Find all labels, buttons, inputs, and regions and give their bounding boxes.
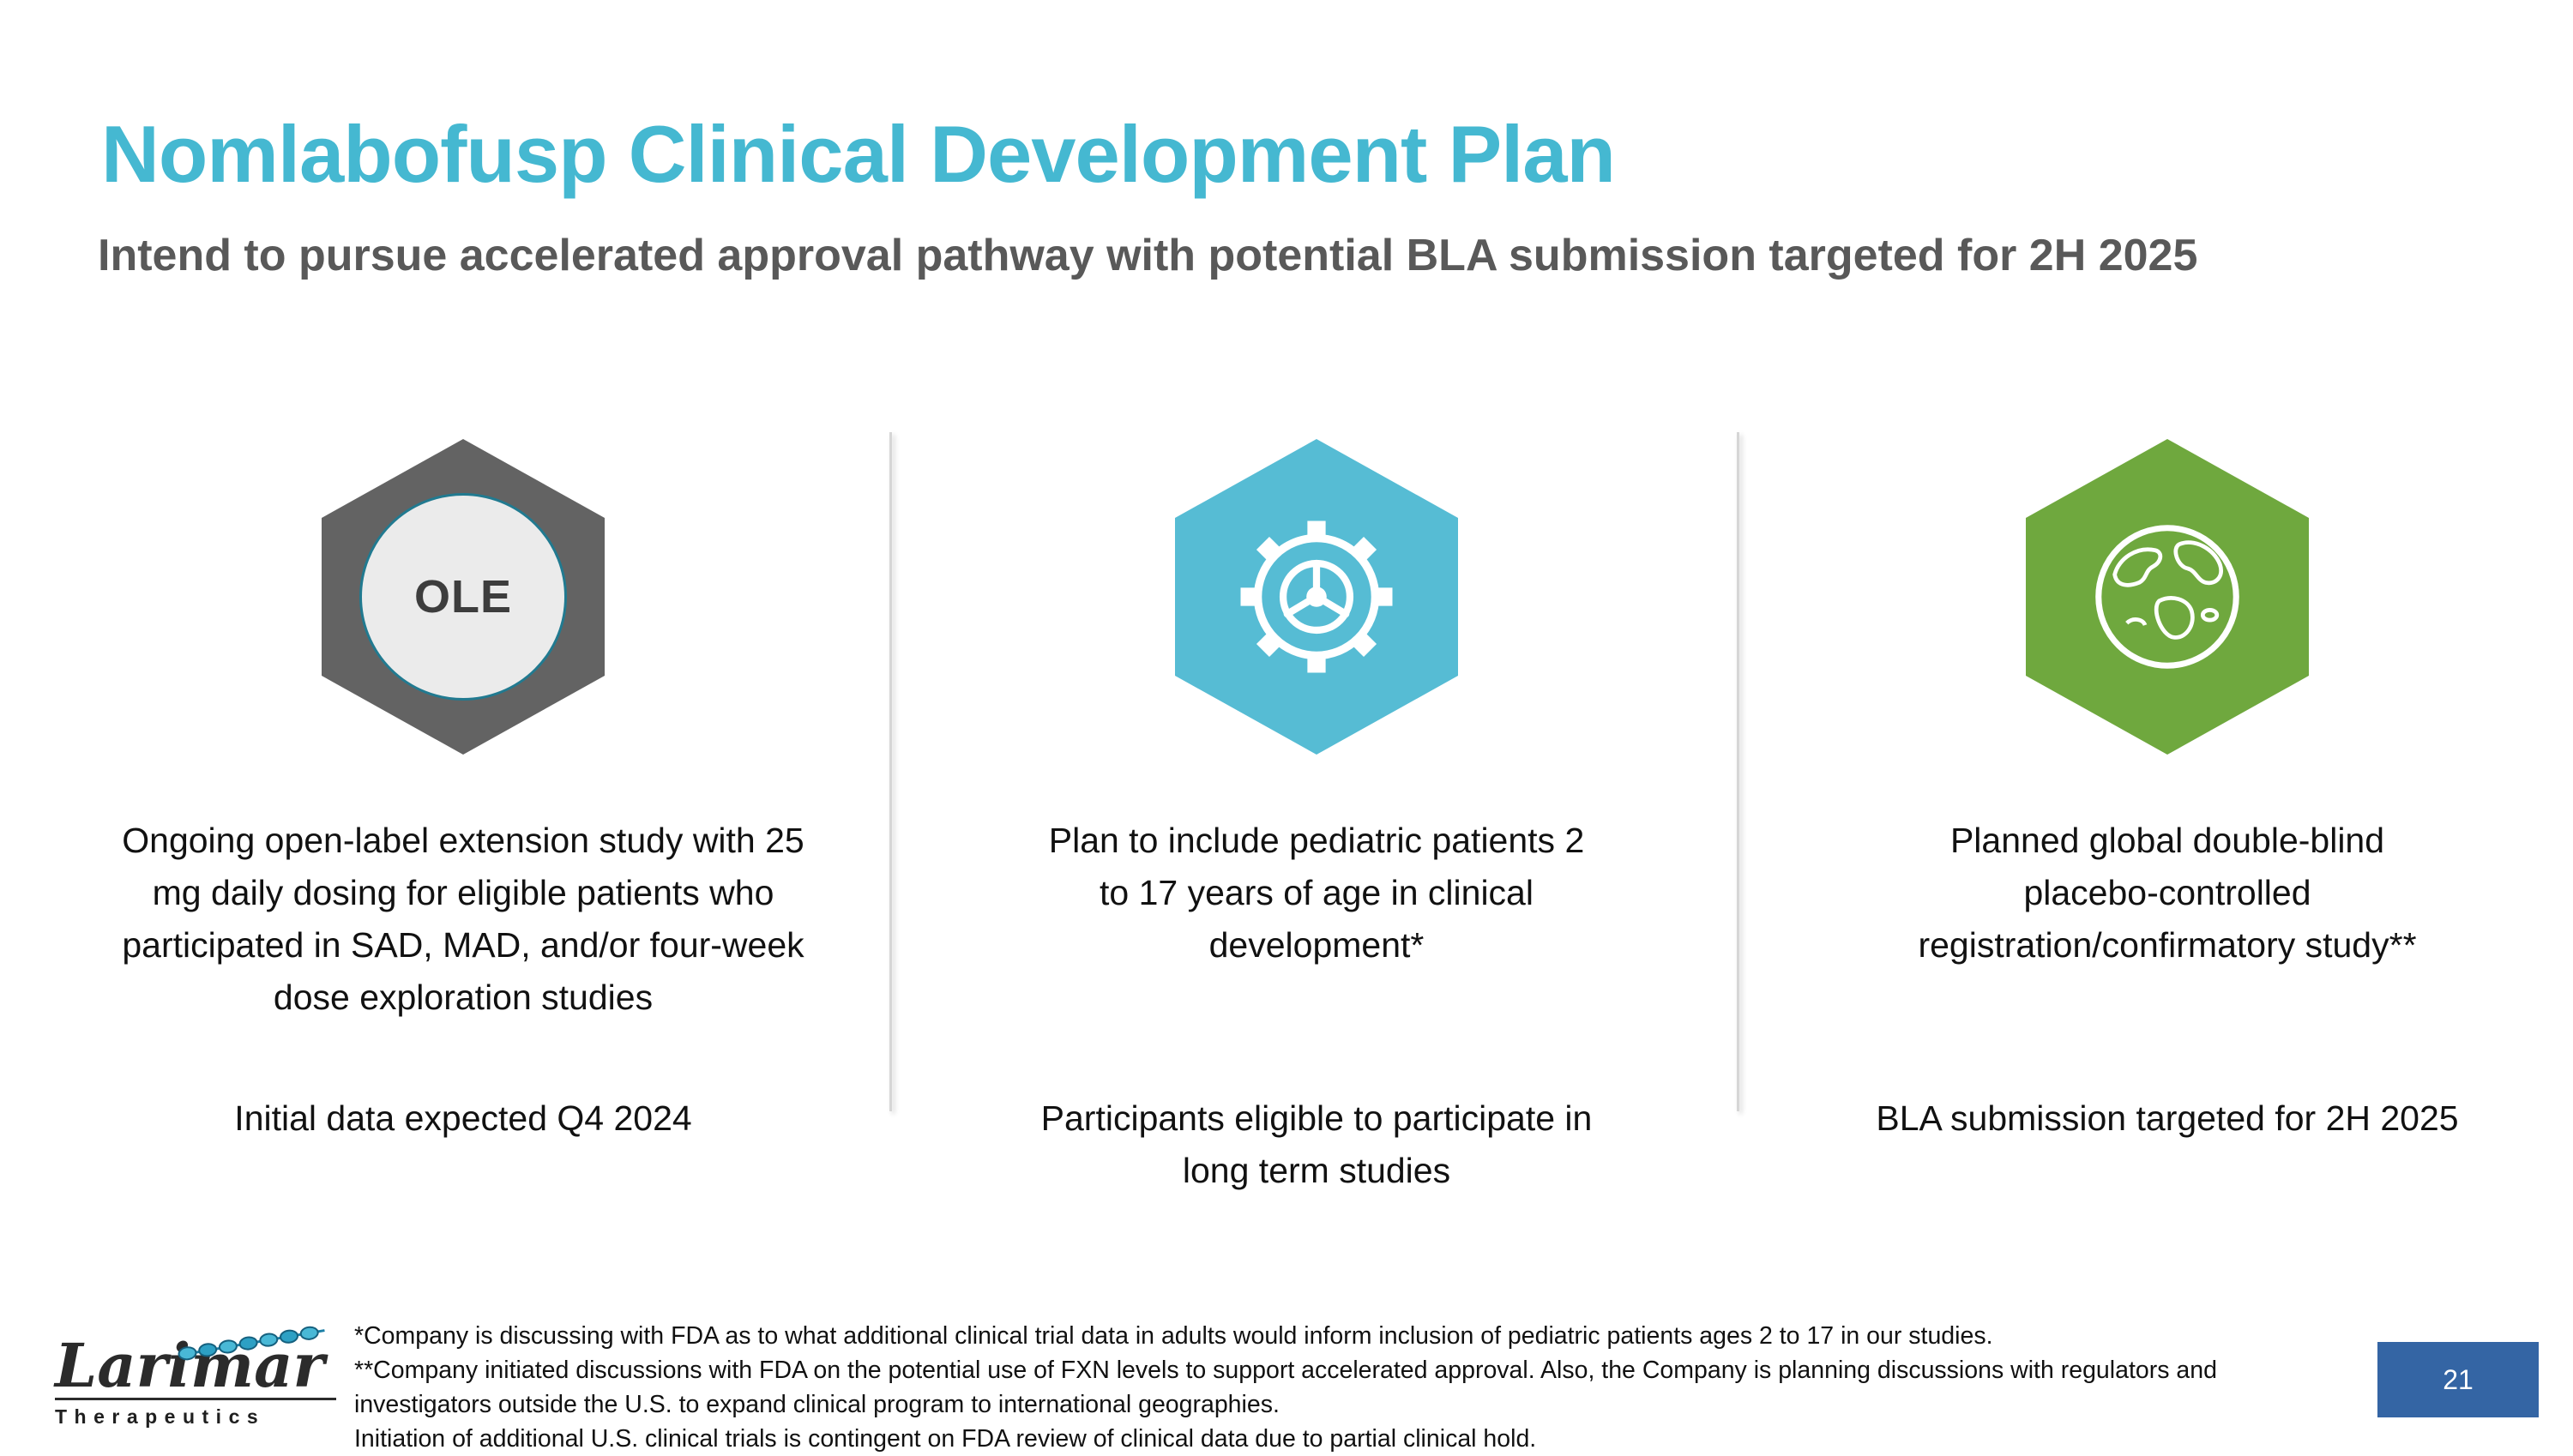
footnote-1: *Company is discussing with FDA as to wh… [354,1322,1993,1350]
ole-circle-badge: OLE [359,493,567,701]
column-divider [1737,432,1739,1111]
columns-area: OLE Ongoing open-label extension study w… [0,432,2573,1236]
page-number: 21 [2443,1363,2474,1395]
gear-steering-wheel-icon [1215,496,1418,698]
global-highlight: BLA submission targeted for 2H 2025 [1876,1098,2459,1138]
page-number-badge: 21 [2377,1342,2539,1417]
logo-dna-helix-icon [173,1320,330,1372]
globe-hexagon-icon [2026,439,2309,755]
ole-hexagon-icon: OLE [322,439,605,755]
slide-title: Nomlabofusp Clinical Development Plan [101,109,1616,199]
ole-description: Ongoing open-label extension study with … [122,821,804,1017]
column-ole-study: OLE Ongoing open-label extension study w… [69,439,858,1236]
global-description: Planned global double-blind placebo-cont… [1918,821,2417,965]
ole-badge-label: OLE [413,571,512,623]
column-global-study: Planned global double-blind placebo-cont… [1773,439,2562,1236]
slide-subtitle: Intend to pursue accelerated approval pa… [98,231,2198,280]
logo-tagline: Therapeutics [55,1405,266,1428]
pediatric-description: Plan to include pediatric patients 2 to … [1048,821,1585,965]
globe-icon [2066,496,2269,698]
gear-hexagon-icon [1175,439,1458,755]
column-divider [889,432,892,1111]
pediatric-highlight: Participants eligible to participate in … [1040,1098,1593,1190]
logo-wordmark: Larimar [55,1334,337,1400]
footnote-2: **Company initiated discussions with FDA… [354,1357,2217,1418]
ole-highlight: Initial data expected Q4 2024 [234,1098,692,1138]
footnotes: *Company is discussing with FDA as to wh… [354,1319,2344,1456]
column-pediatric: Plan to include pediatric patients 2 to … [922,439,1711,1236]
footnote-3: Initiation of additional U.S. clinical t… [354,1425,1537,1453]
larimar-logo: Larimar Therapeutics [55,1326,346,1429]
